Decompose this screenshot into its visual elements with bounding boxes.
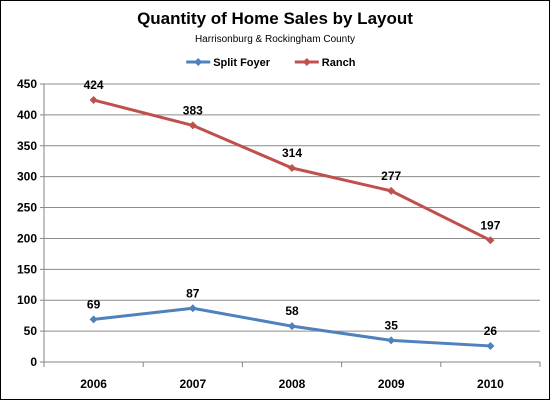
data-point (89, 315, 98, 324)
data-label: 424 (84, 78, 104, 92)
y-tick-label: 400 (17, 108, 37, 122)
data-label: 26 (484, 324, 498, 338)
y-tick-label: 300 (17, 170, 37, 184)
y-tick-label: 200 (17, 231, 37, 245)
x-tick-label: 2007 (179, 377, 206, 391)
data-label: 69 (87, 297, 101, 311)
data-label: 197 (480, 218, 500, 232)
x-tick-label: 2009 (378, 377, 405, 391)
y-tick-label: 150 (17, 262, 37, 276)
data-label: 87 (186, 286, 200, 300)
data-label: 383 (183, 103, 203, 117)
x-tick-label: 2010 (477, 377, 504, 391)
data-point (288, 164, 296, 173)
data-point (89, 96, 98, 105)
data-point (387, 186, 396, 195)
x-tick-label: 2006 (80, 377, 107, 391)
chart-subtitle: Harrisonburg & Rockingham County (194, 34, 356, 45)
y-tick-label: 350 (17, 139, 37, 153)
legend-marker (194, 58, 203, 66)
legend-label: Split Foyer (213, 57, 271, 69)
chart-title: Quantity of Home Sales by Layout (137, 9, 413, 28)
data-point (188, 304, 197, 313)
data-point (387, 336, 396, 345)
y-tick-label: 450 (17, 77, 37, 91)
data-point (288, 322, 296, 331)
x-tick-label: 2008 (279, 377, 306, 391)
legend-label: Ranch (322, 57, 356, 69)
y-tick-label: 0 (30, 355, 37, 369)
data-label: 314 (282, 146, 302, 160)
data-point (188, 121, 197, 130)
y-tick-label: 250 (17, 201, 37, 215)
data-point (486, 236, 495, 245)
data-point (486, 341, 495, 350)
data-label: 277 (381, 169, 401, 183)
data-label: 35 (385, 318, 399, 332)
y-tick-label: 50 (24, 324, 38, 338)
data-label: 58 (285, 304, 299, 318)
legend-marker (302, 58, 311, 66)
y-tick-label: 100 (17, 293, 37, 307)
